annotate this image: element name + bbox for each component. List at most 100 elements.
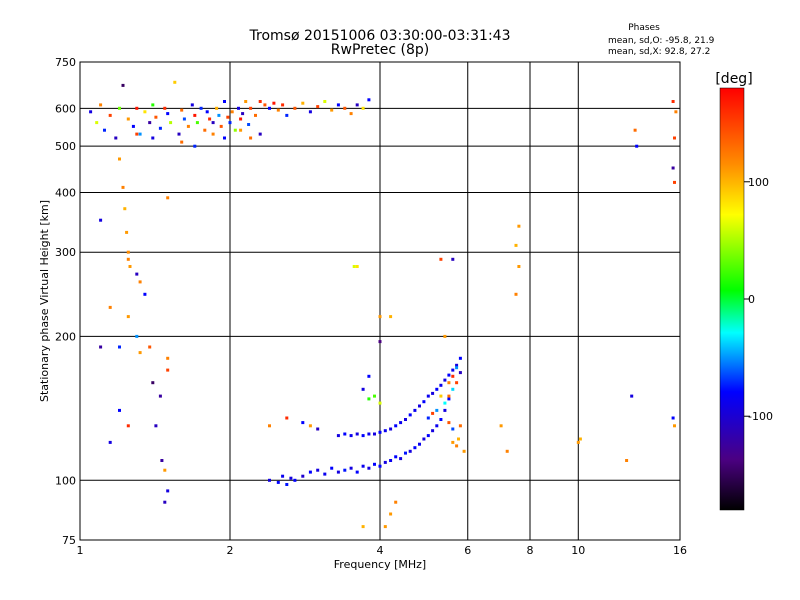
- data-point: [95, 121, 98, 124]
- data-point: [515, 244, 518, 247]
- data-series: [337, 258, 466, 528]
- data-point: [272, 102, 275, 105]
- data-point: [330, 467, 333, 470]
- data-point: [389, 513, 392, 516]
- data-point: [373, 395, 376, 398]
- data-point: [404, 418, 407, 421]
- data-point: [129, 265, 132, 268]
- data-point: [451, 375, 454, 378]
- data-point: [244, 100, 247, 103]
- data-point: [459, 357, 462, 360]
- y-tick-label: 600: [55, 102, 76, 115]
- data-point: [343, 469, 346, 472]
- x-tick-label: 10: [571, 544, 585, 557]
- data-point: [99, 346, 102, 349]
- data-point: [127, 424, 130, 427]
- data-point: [673, 181, 676, 184]
- data-point: [122, 84, 125, 87]
- data-point: [455, 366, 458, 369]
- data-point: [103, 129, 106, 132]
- data-point: [443, 402, 446, 405]
- data-point: [135, 133, 138, 136]
- data-point: [379, 340, 382, 343]
- data-point: [220, 125, 223, 128]
- data-point: [431, 392, 434, 395]
- data-point: [254, 114, 257, 117]
- y-tick-label: 400: [55, 186, 76, 199]
- data-point: [455, 444, 458, 447]
- data-point: [249, 107, 252, 110]
- data-point: [451, 369, 454, 372]
- data-point: [439, 258, 442, 261]
- data-point: [379, 402, 382, 405]
- data-point: [323, 100, 326, 103]
- x-tick-label: 6: [464, 544, 471, 557]
- data-point: [148, 346, 151, 349]
- data-point: [367, 397, 370, 400]
- data-point: [231, 110, 234, 113]
- data-point: [285, 114, 288, 117]
- data-series: [99, 158, 169, 504]
- data-point: [367, 467, 370, 470]
- data-point: [237, 107, 240, 110]
- data-point: [447, 395, 450, 398]
- x-tick-label: 8: [527, 544, 534, 557]
- data-point: [447, 397, 450, 400]
- data-point: [132, 125, 135, 128]
- data-point: [99, 103, 102, 106]
- data-point: [259, 100, 262, 103]
- data-point: [196, 121, 199, 124]
- data-point: [439, 395, 442, 398]
- data-point: [343, 107, 346, 110]
- x-tick-label: 1: [77, 544, 84, 557]
- data-point: [362, 525, 365, 528]
- data-point: [353, 265, 356, 268]
- data-point: [394, 501, 397, 504]
- data-point: [379, 431, 382, 434]
- y-tick-label: 300: [55, 246, 76, 259]
- data-point: [263, 103, 266, 106]
- data-point: [463, 450, 466, 453]
- data-point: [169, 121, 172, 124]
- data-point: [443, 379, 446, 382]
- data-point: [431, 412, 434, 415]
- data-point: [515, 293, 518, 296]
- data-point: [418, 443, 421, 446]
- data-point: [672, 100, 675, 103]
- data-point: [399, 421, 402, 424]
- data-point: [435, 409, 438, 412]
- data-point: [413, 446, 416, 449]
- y-tick-label: 100: [55, 474, 76, 487]
- data-point: [160, 459, 163, 462]
- data-point: [229, 121, 232, 124]
- chart-subtitle: RwPretec (8p): [331, 42, 429, 58]
- data-point: [226, 116, 229, 119]
- data-point: [212, 133, 215, 136]
- data-point: [634, 129, 637, 132]
- data-point: [191, 103, 194, 106]
- data-point: [356, 433, 359, 436]
- data-point: [301, 475, 304, 478]
- data-point: [127, 315, 130, 318]
- data-point: [200, 107, 203, 110]
- data-point: [163, 107, 166, 110]
- data-point: [118, 409, 121, 412]
- data-point: [183, 118, 186, 121]
- data-point: [163, 501, 166, 504]
- data-point: [127, 258, 130, 261]
- data-point: [285, 483, 288, 486]
- data-point: [379, 465, 382, 468]
- stats-line-x: mean, sd,X: 92.8, 27.2: [608, 47, 710, 57]
- data-point: [234, 129, 237, 132]
- x-tick-label: 16: [673, 544, 687, 557]
- data-point: [166, 489, 169, 492]
- data-point: [125, 231, 128, 234]
- data-point: [413, 409, 416, 412]
- data-point: [427, 395, 430, 398]
- data-point: [151, 137, 154, 140]
- data-point: [203, 129, 206, 132]
- x-tick-label: 2: [227, 544, 234, 557]
- data-point: [159, 127, 162, 130]
- data-point: [89, 110, 92, 113]
- data-point: [151, 381, 154, 384]
